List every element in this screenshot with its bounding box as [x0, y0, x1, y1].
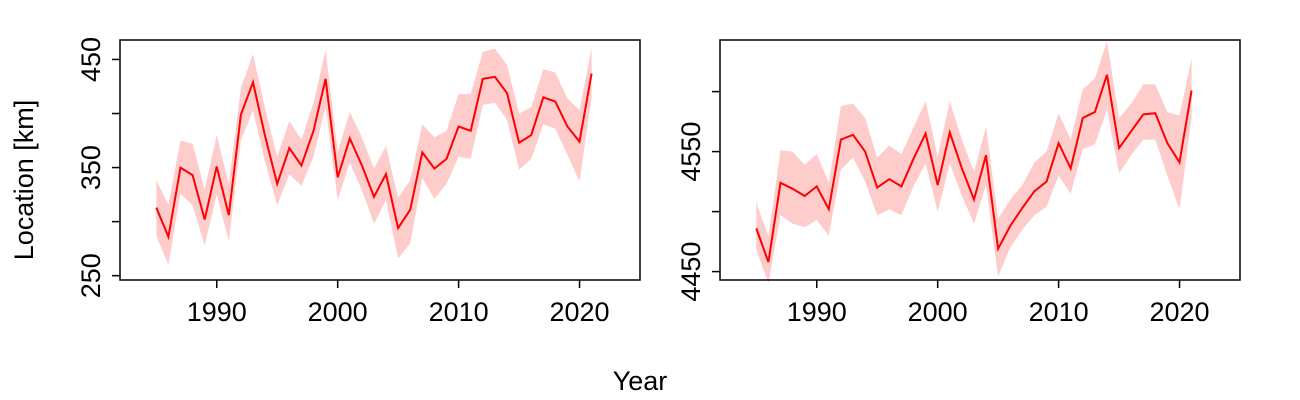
- data-point: [566, 126, 568, 128]
- data-point: [1106, 74, 1108, 76]
- series-line: [755, 74, 1193, 263]
- data-point: [276, 183, 278, 185]
- data-point: [288, 147, 290, 149]
- confidence-band: [756, 41, 1192, 284]
- data-point: [900, 185, 902, 187]
- data-point: [240, 114, 242, 116]
- data-point: [1130, 130, 1132, 132]
- data-point: [506, 92, 508, 94]
- data-point: [385, 173, 387, 175]
- data-point: [997, 248, 999, 250]
- data-point: [433, 168, 435, 170]
- data-point: [876, 187, 878, 189]
- data-point: [397, 227, 399, 229]
- data-point: [1142, 113, 1144, 115]
- data-point: [1070, 167, 1072, 169]
- data-point: [780, 182, 782, 184]
- x-tick-label: 1990: [787, 297, 847, 327]
- data-point: [167, 236, 169, 238]
- data-point: [494, 76, 496, 78]
- data-point: [349, 137, 351, 139]
- data-point: [482, 78, 484, 80]
- plot-frame: [119, 39, 641, 281]
- data-point: [591, 73, 593, 75]
- y-tick-label: 4550: [676, 122, 706, 182]
- data-point: [373, 196, 375, 198]
- data-point: [985, 154, 987, 156]
- data-point: [155, 207, 157, 209]
- x-tick-label: 2020: [549, 297, 609, 327]
- data-point: [530, 134, 532, 136]
- data-point: [192, 174, 194, 176]
- data-point: [937, 184, 939, 186]
- y-tick-label: 250: [76, 253, 106, 298]
- data-point: [446, 158, 448, 160]
- data-point: [252, 81, 254, 83]
- data-point: [361, 164, 363, 166]
- data-point: [973, 199, 975, 201]
- data-point: [470, 130, 472, 132]
- data-point: [1166, 142, 1168, 144]
- data-point: [542, 96, 544, 98]
- data-point: [888, 178, 890, 180]
- data-point: [421, 151, 423, 153]
- data-point: [300, 164, 302, 166]
- data-point: [828, 208, 830, 210]
- data-point: [1179, 161, 1181, 163]
- plot-frame: [719, 39, 1241, 281]
- data-point: [409, 209, 411, 211]
- data-point: [767, 261, 769, 263]
- data-point: [804, 195, 806, 197]
- data-point: [1191, 89, 1193, 91]
- x-tick-label: 2010: [429, 297, 489, 327]
- data-point: [228, 214, 230, 216]
- data-point: [792, 188, 794, 190]
- x-axis-label: Year: [613, 366, 668, 396]
- data-point: [852, 134, 854, 136]
- data-point: [925, 133, 927, 135]
- x-tick-label: 2010: [1029, 297, 1089, 327]
- data-point: [949, 131, 951, 133]
- data-point: [840, 139, 842, 141]
- x-tick-label: 2000: [908, 297, 968, 327]
- data-point: [216, 166, 218, 168]
- data-point: [579, 141, 581, 143]
- data-point: [1118, 147, 1120, 149]
- data-point: [204, 219, 206, 221]
- data-point: [554, 101, 556, 103]
- data-point: [816, 185, 818, 187]
- x-tick-label: 2020: [1149, 297, 1209, 327]
- data-point: [180, 167, 182, 169]
- data-point: [264, 135, 266, 137]
- data-point: [1154, 112, 1156, 114]
- y-axis-label: Location [km]: [9, 100, 39, 261]
- data-point: [1009, 225, 1011, 227]
- data-point: [1082, 117, 1084, 119]
- data-point: [1021, 207, 1023, 209]
- y-tick-label: 450: [76, 37, 106, 82]
- series-line: [155, 73, 593, 241]
- data-point: [1058, 142, 1060, 144]
- panel-right: 1990 2000 2010 2020 4450 4550: [676, 39, 1241, 327]
- data-point: [458, 126, 460, 128]
- y-tick-label: 350: [76, 145, 106, 190]
- x-tick-label: 1990: [187, 297, 247, 327]
- data-point: [864, 151, 866, 153]
- data-point: [325, 78, 327, 80]
- data-point: [913, 158, 915, 160]
- data-point: [337, 176, 339, 178]
- data-point: [518, 142, 520, 144]
- data-point: [961, 167, 963, 169]
- panel-left: 1990 2000 2010 2020 250 350 450: [76, 37, 641, 327]
- y-tick-label: 4450: [676, 242, 706, 302]
- data-point: [755, 227, 757, 229]
- data-point: [1046, 181, 1048, 183]
- data-point: [1033, 190, 1035, 192]
- data-point: [313, 130, 315, 132]
- data-point: [1094, 111, 1096, 113]
- x-tick-label: 2000: [308, 297, 368, 327]
- confidence-band: [156, 47, 592, 265]
